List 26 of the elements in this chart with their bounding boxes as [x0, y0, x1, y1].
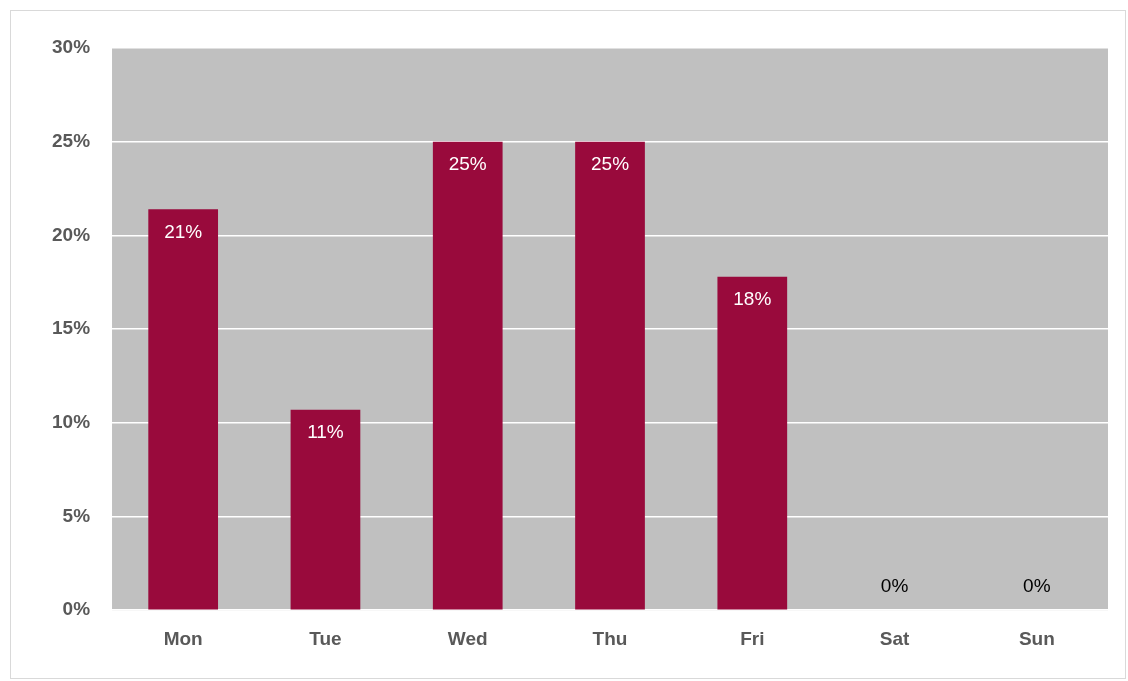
data-label: 11%	[307, 421, 344, 443]
bar	[717, 276, 788, 610]
x-tick-label: Mon	[163, 627, 203, 649]
data-label: 21%	[164, 220, 203, 242]
y-tick-label: 0%	[62, 598, 91, 620]
data-label: 25%	[448, 153, 487, 175]
bar	[432, 141, 503, 610]
bar	[290, 409, 361, 610]
data-label: 25%	[591, 153, 630, 175]
x-tick-label: Fri	[740, 627, 765, 649]
data-label: 0%	[1023, 574, 1051, 596]
y-tick-label: 15%	[52, 317, 91, 339]
data-label: 18%	[733, 288, 772, 310]
x-tick-label: Thu	[592, 627, 628, 649]
y-tick-label: 30%	[52, 36, 91, 58]
y-tick-label: 10%	[52, 411, 91, 433]
x-tick-label: Wed	[447, 627, 488, 649]
y-tick-label: 5%	[62, 504, 91, 526]
bar	[575, 141, 645, 610]
x-tick-label: Sun	[1018, 627, 1055, 649]
y-tick-label: 20%	[52, 223, 91, 245]
y-tick-label: 25%	[52, 129, 91, 151]
data-label: 0%	[880, 574, 909, 596]
x-tick-label: Tue	[309, 627, 342, 649]
x-tick-label: Sat	[879, 627, 911, 649]
bar	[148, 209, 219, 610]
